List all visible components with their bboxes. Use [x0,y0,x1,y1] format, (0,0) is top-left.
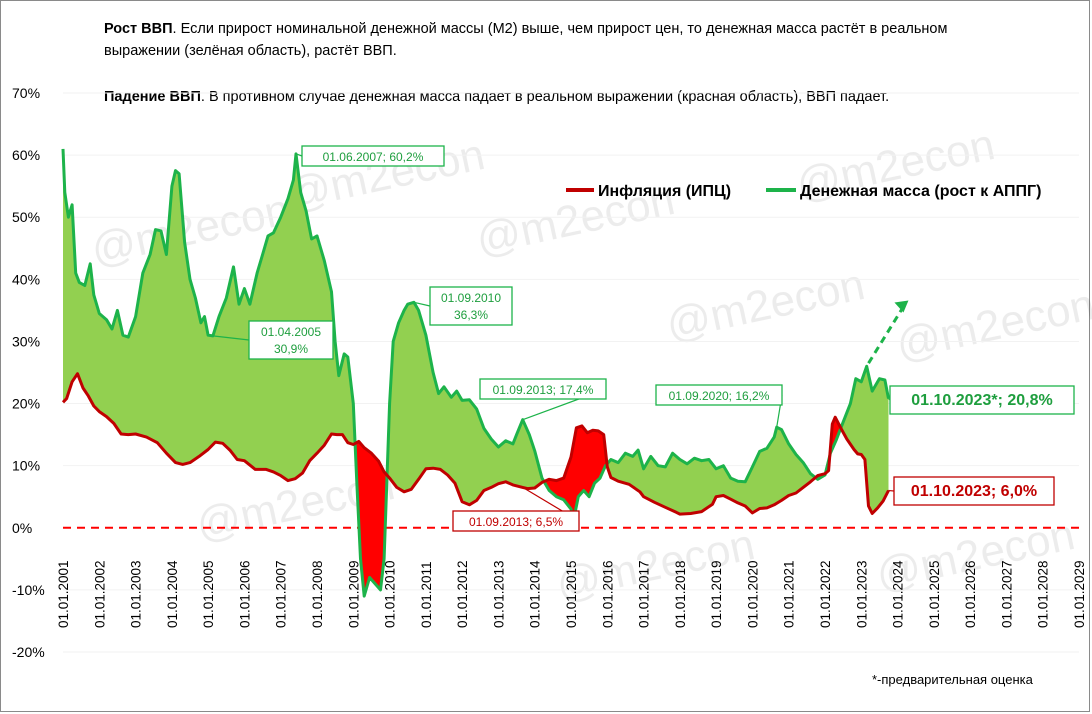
annotation-2010-box [429,286,513,326]
annotation-2005-box [248,320,334,360]
annotation-2010-text: 01.09.2010 [441,291,501,305]
x-tick-label: 01.01.2004 [165,560,180,628]
y-tick-label: 60% [12,147,40,163]
x-tick-label: 01.01.2018 [673,560,688,628]
footnote: *-предварительная оценка [872,672,1033,687]
x-tick-label: 01.01.2020 [745,560,760,628]
x-tick-label: 01.01.2006 [237,560,252,628]
annotation-2013-money-box [479,378,607,400]
x-tick-label: 01.01.2024 [891,560,906,628]
x-tick-label: 01.01.2010 [383,560,398,628]
annotation-2010-leader [413,301,431,307]
annotation-2023-money-box [889,385,1075,415]
annotation-2010-text: 36,3% [454,308,488,322]
annotation-2007-box [301,145,445,167]
annotation-2013-inflation-box [452,510,580,532]
money-supply-line [61,148,890,598]
annotation-2007-leader [295,153,303,157]
legend-inflation-label: Инфляция (ИПЦ) [598,183,731,200]
growth-area [607,427,816,515]
y-axis: -20% -10% 0% 10% 20% 30% 40% 50% 60% 70% [12,85,45,660]
decline-area [355,441,387,595]
y-tick-label: 70% [12,85,40,101]
y-tick-label: -10% [12,582,45,598]
x-tick-label: 01.01.2019 [709,560,724,628]
annotation-2020-text: 01.09.2020; 16,2% [669,389,770,403]
annotation-2023-inflation-text: 01.10.2023; 6,0% [911,483,1037,500]
x-tick-label: 01.01.2022 [818,560,833,628]
watermark-text: @m2econ [662,260,869,350]
x-tick-label: 01.01.2017 [637,560,652,628]
x-tick-label: 01.01.2008 [310,560,325,628]
x-tick-label: 01.01.2013 [491,560,506,628]
x-tick-label: 01.01.2025 [927,560,942,628]
annotation-2013-inflation-text: 01.09.2013; 6,5% [469,515,563,529]
x-tick-label: 01.01.2001 [56,560,71,628]
annotation-2007-text: 01.06.2007; 60,2% [323,150,424,164]
annotation-2023-inflation-box [893,476,1055,506]
inflation-line [61,372,890,516]
annotation-2020-box [655,384,783,406]
legend-money-label: Денежная масса (рост к АППГ) [800,183,1041,200]
growth-note: Рост ВВП. Если прирост номинальной денеж… [104,18,1004,62]
x-tick-label: 01.01.2011 [419,561,434,628]
watermark-text: @m2econ [892,280,1092,370]
growth-area [841,367,889,514]
x-tick-label: 01.01.2012 [455,560,470,628]
x-tick-label: 01.01.2026 [963,560,978,628]
annotation-2013-money-text: 01.09.2013; 17,4% [493,383,594,397]
x-tick-label: 01.01.2021 [782,560,797,628]
x-tick-label: 01.01.2002 [92,560,107,628]
y-tick-label: -20% [12,644,45,660]
y-tick-label: 0% [12,520,32,536]
x-tick-label: 01.01.2015 [564,560,579,628]
x-tick-label: 01.01.2016 [600,560,615,628]
x-tick-label: 01.01.2029 [1072,560,1087,628]
decline-area [544,426,607,518]
growth-area [63,148,355,481]
x-tick-label: 01.01.2003 [129,560,144,628]
forecast-arrow [867,306,905,364]
growth-note-text: . Если прирост номинальной денежной масс… [104,21,948,59]
x-tick-label: 01.01.2009 [346,560,361,628]
y-tick-label: 10% [12,458,40,474]
legend: Инфляция (ИПЦ) Денежная масса (рост к АПП… [566,183,1041,200]
growth-note-title: Рост ВВП [104,21,173,37]
x-tick-label: 01.01.2014 [528,560,543,628]
annotations: 01.06.2007; 60,2% 01.04.2005 30,9% 01.09.20… [212,145,1075,532]
y-tick-label: 30% [12,333,40,349]
y-tick-label: 20% [12,396,40,412]
x-tick-label: 01.01.2005 [201,560,216,628]
series-lines [61,148,909,598]
annotation-2005-text: 01.04.2005 [261,325,321,339]
x-tick-label: 01.01.2027 [999,560,1014,628]
annotation-2005-text: 30,9% [274,342,308,356]
area-fills [63,148,889,595]
x-tick-label: 01.01.2023 [854,560,869,628]
y-tick-label: 40% [12,271,40,287]
annotation-2023-money-text: 01.10.2023*; 20,8% [911,392,1052,409]
forecast-arrowhead [894,300,909,313]
growth-area [387,302,544,505]
annotation-2005-leader [212,335,250,341]
x-tick-label: 01.01.2028 [1036,560,1051,628]
x-tick-label: 01.01.2007 [274,560,289,628]
y-tick-label: 50% [12,209,40,225]
x-axis: 01.01.2001 01.01.2002 01.01.2003 01.01.2004… [56,560,1087,628]
watermark-text: @m2econ [282,130,489,220]
watermark-text: @m2econ [552,520,759,610]
